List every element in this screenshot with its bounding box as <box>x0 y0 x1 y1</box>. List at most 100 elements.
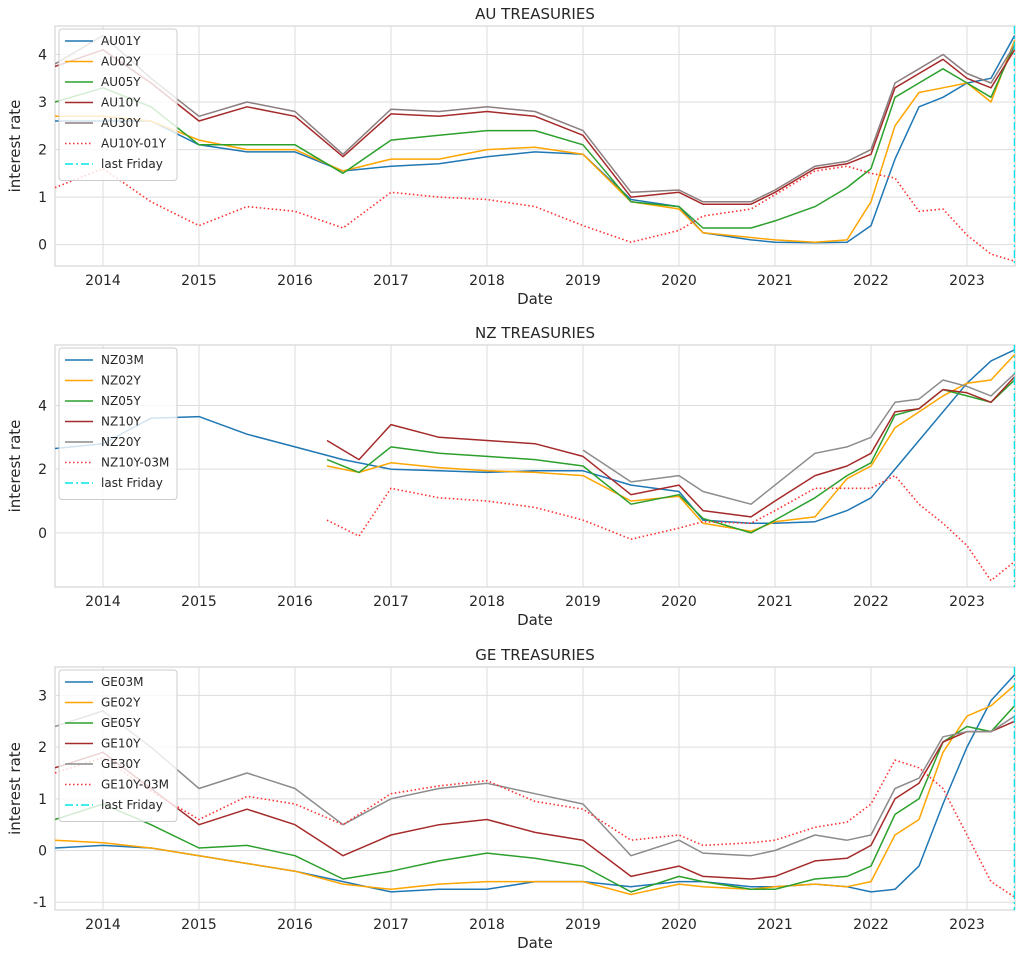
legend-label-nz05y: NZ05Y <box>101 394 141 408</box>
x-tick-label: 2014 <box>85 594 121 610</box>
y-tick-label: 0 <box>38 844 47 860</box>
x-tick-label: 2021 <box>757 594 793 610</box>
legend-label-nz10y-03m: NZ10Y-03M <box>101 456 169 470</box>
y-tick-label: 4 <box>38 48 47 64</box>
x-tick-label: 2023 <box>949 594 985 610</box>
series-line-ge30y <box>55 710 1015 857</box>
y-tick-label: 3 <box>38 95 47 111</box>
series-group <box>55 667 1015 910</box>
x-tick-label: 2022 <box>853 917 889 933</box>
x-tick-label: 2015 <box>181 594 217 610</box>
chart-panel-au-treasuries: 2014 2015 2016 2017 2018 2019 2020 2021 2022 2023… <box>6 5 1016 308</box>
x-tick-label: 2014 <box>85 917 121 933</box>
y-tick-label: 0 <box>38 526 47 542</box>
legend-label-ge10y-03m: GE10Y-03M <box>101 778 169 792</box>
x-tick-label: 2016 <box>277 594 313 610</box>
legend-label-au10y: AU10Y <box>101 96 141 110</box>
legend-label-nz20y: NZ20Y <box>101 435 141 449</box>
y-tick-label: 4 <box>38 399 47 415</box>
x-tick-label: 2016 <box>277 917 313 933</box>
series-line-nz10y <box>326 376 1015 518</box>
chart-panel-nz-treasuries: 2014 2015 2016 2017 2018 2019 2020 2021 2022 2023… <box>6 324 1016 629</box>
legend-label-ge02y: GE02Y <box>101 696 141 710</box>
x-tick-label: 2023 <box>949 273 985 289</box>
legend-label-last-friday: last Friday <box>101 476 163 490</box>
y-tick-label: 2 <box>38 462 47 478</box>
y-tick-label: 2 <box>38 740 47 756</box>
x-tick-label: 2021 <box>757 917 793 933</box>
legend-box <box>58 669 178 822</box>
series-line-nz10y-03m <box>326 474 1015 582</box>
legend-label-nz02y: NZ02Y <box>101 374 141 388</box>
x-axis-title: Date <box>517 934 553 952</box>
legend-label-nz10y: NZ10Y <box>101 415 141 429</box>
x-tick-label: 2023 <box>949 917 985 933</box>
y-tick-label: 1 <box>38 190 47 206</box>
legend-label-ge05y: GE05Y <box>101 716 141 730</box>
legend-label-ge30y: GE30Y <box>101 757 141 771</box>
series-group <box>55 26 1015 266</box>
series-line-au01y <box>55 35 1015 244</box>
x-tick-label: 2021 <box>757 273 793 289</box>
y-axis-title: interest rate <box>6 420 24 513</box>
legend-label-last-friday: last Friday <box>101 798 163 812</box>
legend-label-au02y: AU02Y <box>101 55 141 69</box>
x-tick-label: 2018 <box>469 917 505 933</box>
series-line-nz03m <box>55 349 1015 525</box>
x-tick-label: 2018 <box>469 273 505 289</box>
series-line-ge10y-03m <box>55 756 1015 898</box>
chart-title: NZ TREASURIES <box>475 324 595 342</box>
legend: GE03M GE02Y GE05Y GE10Y GE30Y GE10Y-03M last F… <box>58 669 178 822</box>
series-group <box>55 345 1015 587</box>
legend: NZ03M NZ02Y NZ05Y NZ10Y NZ20Y NZ10Y-03M last F… <box>58 347 178 500</box>
y-tick-label: 1 <box>38 792 47 808</box>
series-line-au30y <box>55 34 1015 203</box>
y-tick-label: 2 <box>38 143 47 159</box>
legend-box <box>58 347 178 500</box>
series-line-nz02y <box>326 354 1015 533</box>
x-tick-label: 2016 <box>277 273 313 289</box>
x-tick-label: 2020 <box>661 594 697 610</box>
y-axis-title: interest rate <box>6 742 24 835</box>
plot-area <box>54 344 1016 588</box>
series-line-au05y <box>55 44 1015 229</box>
series-line-ge10y <box>55 720 1015 880</box>
x-tick-label: 2019 <box>565 594 601 610</box>
x-tick-label: 2015 <box>181 273 217 289</box>
x-tick-label: 2017 <box>373 917 409 933</box>
series-line-ge05y <box>55 705 1015 893</box>
x-tick-label: 2017 <box>373 273 409 289</box>
chart-title: GE TREASURIES <box>475 646 595 664</box>
x-axis-title: Date <box>517 611 553 629</box>
x-tick-label: 2015 <box>181 917 217 933</box>
y-tick-label: -1 <box>33 895 47 911</box>
chart-title: AU TREASURIES <box>475 5 595 23</box>
x-tick-label: 2020 <box>661 917 697 933</box>
plot-area <box>54 666 1016 911</box>
x-tick-label: 2019 <box>565 917 601 933</box>
legend-label-au05y: AU05Y <box>101 75 141 89</box>
x-tick-label: 2022 <box>853 273 889 289</box>
legend-label-nz03m: NZ03M <box>101 353 144 367</box>
series-line-ge02y <box>55 684 1015 896</box>
x-axis-title: Date <box>517 290 553 308</box>
legend-box <box>58 28 178 181</box>
x-tick-label: 2017 <box>373 594 409 610</box>
legend-label-ge03m: GE03M <box>101 675 144 689</box>
series-line-nz20y <box>582 373 1015 505</box>
legend-label-au01y: AU01Y <box>101 34 141 48</box>
x-tick-label: 2018 <box>469 594 505 610</box>
series-line-au02y <box>55 40 1015 243</box>
chart-panel-ge-treasuries: 2014 2015 2016 2017 2018 2019 2020 2021 2022 2023… <box>6 646 1016 952</box>
y-tick-label: 0 <box>38 238 47 254</box>
x-tick-label: 2020 <box>661 273 697 289</box>
x-tick-label: 2019 <box>565 273 601 289</box>
y-axis-title: interest rate <box>6 100 24 193</box>
legend-label-au30y: AU30Y <box>101 116 141 130</box>
legend: AU01Y AU02Y AU05Y AU10Y AU30Y AU10Y-01Y last F… <box>58 28 178 181</box>
x-tick-label: 2022 <box>853 594 889 610</box>
series-line-au10y <box>55 49 1015 205</box>
x-tick-label: 2014 <box>85 273 121 289</box>
y-tick-label: 3 <box>38 688 47 704</box>
